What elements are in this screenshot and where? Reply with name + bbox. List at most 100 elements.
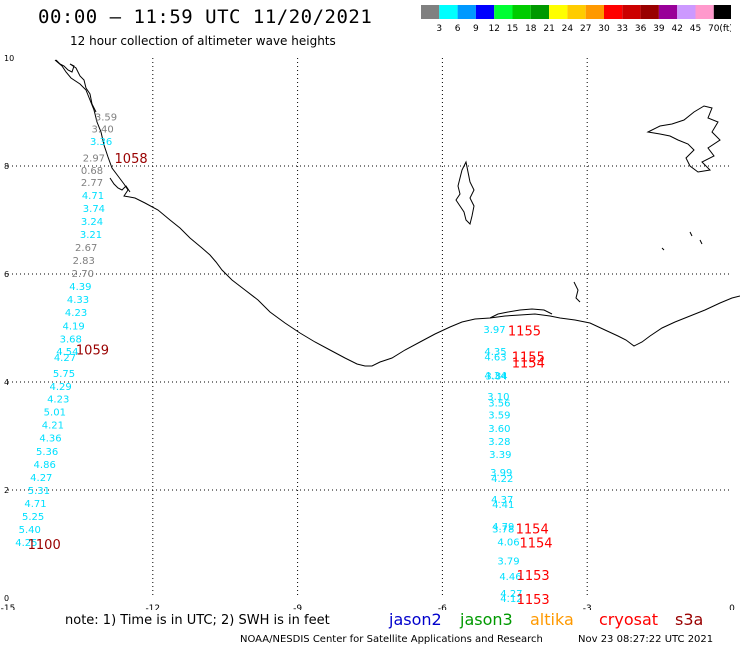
legend-swatch — [713, 5, 731, 19]
satellite-cryosat: cryosat — [599, 610, 659, 629]
x-tick-label: -6 — [438, 604, 447, 610]
wave-height-point: 3.59 — [95, 112, 117, 123]
wave-height-point: 4.19 — [63, 321, 85, 332]
pass-cycle-label: 1154 — [512, 357, 545, 372]
wave-height-point: 5.25 — [22, 512, 44, 523]
legend-swatch — [549, 5, 568, 19]
x-tick-label: -3 — [583, 604, 592, 610]
legend-swatch — [530, 5, 550, 19]
legend-label: 18 — [525, 24, 537, 34]
wave-height-point: 5.31 — [28, 486, 50, 497]
wave-height-map: -15 -12 -9 -6 -3 0 0 2 4 6 8 10 3.59 3.403.36 2.97 0.6… — [1, 54, 740, 610]
coastline — [54, 59, 740, 367]
satellite-jason3: jason3 — [460, 610, 513, 629]
pass-cycle-label: 1153 — [517, 593, 550, 608]
wave-height-point: 4.27 — [500, 589, 522, 600]
legend-swatch — [457, 5, 476, 19]
legend-unit: (ft) — [719, 24, 731, 34]
wave-height-point: 3.36 — [90, 137, 112, 148]
wave-height-point: 3.10 — [487, 392, 509, 403]
legend-swatch — [512, 5, 531, 19]
coastline-upper-left — [55, 59, 97, 113]
legend-label: 21 — [543, 24, 554, 34]
wave-height-point: 4.37 — [491, 495, 513, 506]
legend-swatch — [677, 5, 696, 19]
legend-label: 15 — [507, 24, 518, 34]
legend-label: 6 — [455, 24, 461, 34]
wave-height-point: 3.78 — [492, 524, 514, 535]
y-tick-label: 8 — [4, 162, 9, 171]
wave-height-point: 3.56 — [488, 399, 510, 410]
wave-height-point: 4.25 — [15, 538, 37, 549]
wave-height-point: 3.24 — [81, 217, 103, 228]
x-tick-label: -9 — [293, 604, 302, 610]
wave-height-point: 3.28 — [488, 437, 510, 448]
wave-height-point: 0.68 — [81, 166, 103, 177]
wave-height-point: 4.71 — [24, 499, 46, 510]
wave-height-point: 3.39 — [489, 450, 511, 461]
wave-height-point: 4.27 — [30, 473, 52, 484]
wave-height-point: 3.84 — [485, 372, 507, 383]
grid-lines — [8, 58, 732, 598]
chart-subtitle: 12 hour collection of altimeter wave hei… — [70, 34, 336, 48]
legend-swatch — [475, 5, 495, 19]
pass-cycle-label: 1155 — [512, 351, 545, 366]
legend-label: 9 — [473, 24, 479, 34]
wave-height-point: 3.40 — [91, 125, 113, 136]
legend-label: 36 — [635, 24, 647, 34]
x-tick-label: -12 — [145, 604, 160, 610]
coastline-main — [54, 59, 740, 367]
wave-height-point: 5.40 — [19, 525, 41, 536]
wave-height-point: 4.35 — [484, 347, 506, 358]
wave-height-point: 4.33 — [67, 295, 89, 306]
wave-height-point: 4.39 — [69, 282, 91, 293]
wave-height-point: 4.27 — [54, 353, 76, 364]
legend-label: 27 — [580, 24, 591, 34]
pass-cycle-label: 1155 — [508, 325, 541, 340]
axis-ticks: -15 -12 -9 -6 -3 0 0 2 4 6 8 10 — [1, 54, 735, 610]
wave-height-point: 4.34 — [484, 371, 506, 382]
legend-swatch — [439, 5, 458, 19]
wave-height-point: 2.77 — [81, 178, 103, 189]
legend-label: 12 — [488, 24, 499, 34]
legend-label: 33 — [617, 24, 628, 34]
island-center — [455, 160, 475, 225]
coastline-peninsula — [573, 281, 581, 303]
chart-title: 00:00 – 11:59 UTC 11/20/2021 — [38, 6, 373, 28]
wave-height-labels: 3.59 3.403.36 2.97 0.682.77 4.71 3.74 3.24 3.21… — [15, 112, 552, 608]
wave-height-point: 5.75 — [53, 369, 75, 380]
legend-label: 39 — [653, 24, 665, 34]
pass-cycle-label: 1059 — [76, 344, 109, 359]
legend-label: 42 — [671, 24, 682, 34]
generated-timestamp: Nov 23 08:27:22 UTC 2021 — [578, 634, 714, 645]
wave-height-point: 4.21 — [42, 421, 64, 432]
satellite-jason2: jason2 — [389, 610, 442, 629]
wave-height-point: 4.41 — [492, 500, 514, 511]
legend-swatch — [494, 5, 513, 19]
wave-height-point: 3.99 — [490, 468, 512, 479]
x-tick-label: 0 — [729, 604, 735, 610]
legend-swatch — [585, 5, 604, 19]
wave-height-point: 4.46 — [499, 572, 521, 583]
legend-swatch — [421, 5, 440, 19]
wave-height-point: 4.86 — [34, 460, 56, 471]
wave-height-point: 3.59 — [488, 410, 510, 421]
wave-height-point: 4.06 — [497, 537, 519, 548]
pass-cycle-label: 1154 — [519, 536, 552, 551]
wave-height-point: 3.21 — [80, 230, 102, 241]
wave-height-point: 3.97 — [483, 325, 505, 336]
wave-height-point: 5.36 — [36, 447, 58, 458]
credit-line: NOAA/NESDIS Center for Satellite Applica… — [240, 634, 543, 645]
y-tick-label: 0 — [4, 594, 9, 603]
legend-swatch — [604, 5, 623, 19]
legend-label: 3 — [436, 24, 442, 34]
coastline-east-dots — [661, 231, 703, 251]
y-tick-label: 10 — [4, 54, 14, 63]
satellite-s3a: s3a — [675, 610, 704, 629]
wave-height-point: 4.23 — [65, 308, 87, 319]
wave-height-point: 4.29 — [49, 382, 71, 393]
wave-height-point: 2.67 — [75, 243, 97, 254]
legend-label: 45 — [690, 24, 701, 34]
legend-swatch — [567, 5, 586, 19]
pass-cycle-label: 1153 — [517, 569, 550, 584]
